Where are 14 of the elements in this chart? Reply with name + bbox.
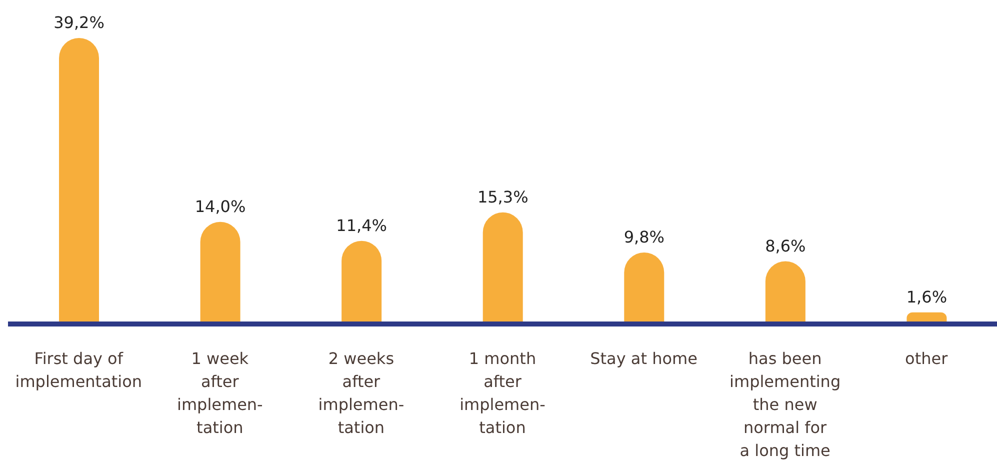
data-label: 39,2% xyxy=(54,13,104,32)
x-tick-label: Stay at home xyxy=(590,349,698,368)
x-tick-label: 2 weeks after implemen- tation xyxy=(318,349,404,437)
x-tick-label: 1 week after implemen- tation xyxy=(177,349,263,437)
x-tick-label: First day of implementation xyxy=(15,349,142,391)
data-label: 15,3% xyxy=(477,187,528,206)
data-label: 14,0% xyxy=(194,196,246,216)
data-label: 8,6% xyxy=(765,236,806,256)
data-label: 1,6% xyxy=(906,287,948,306)
x-tick-label: 1 month after implemen- tation xyxy=(460,349,546,437)
data-label: 9,8% xyxy=(624,228,664,246)
x-tick-label: has been implementing the new normal for a long time xyxy=(730,349,841,460)
data-label: 11,4% xyxy=(336,216,387,235)
x-tick-label: other xyxy=(905,349,948,368)
